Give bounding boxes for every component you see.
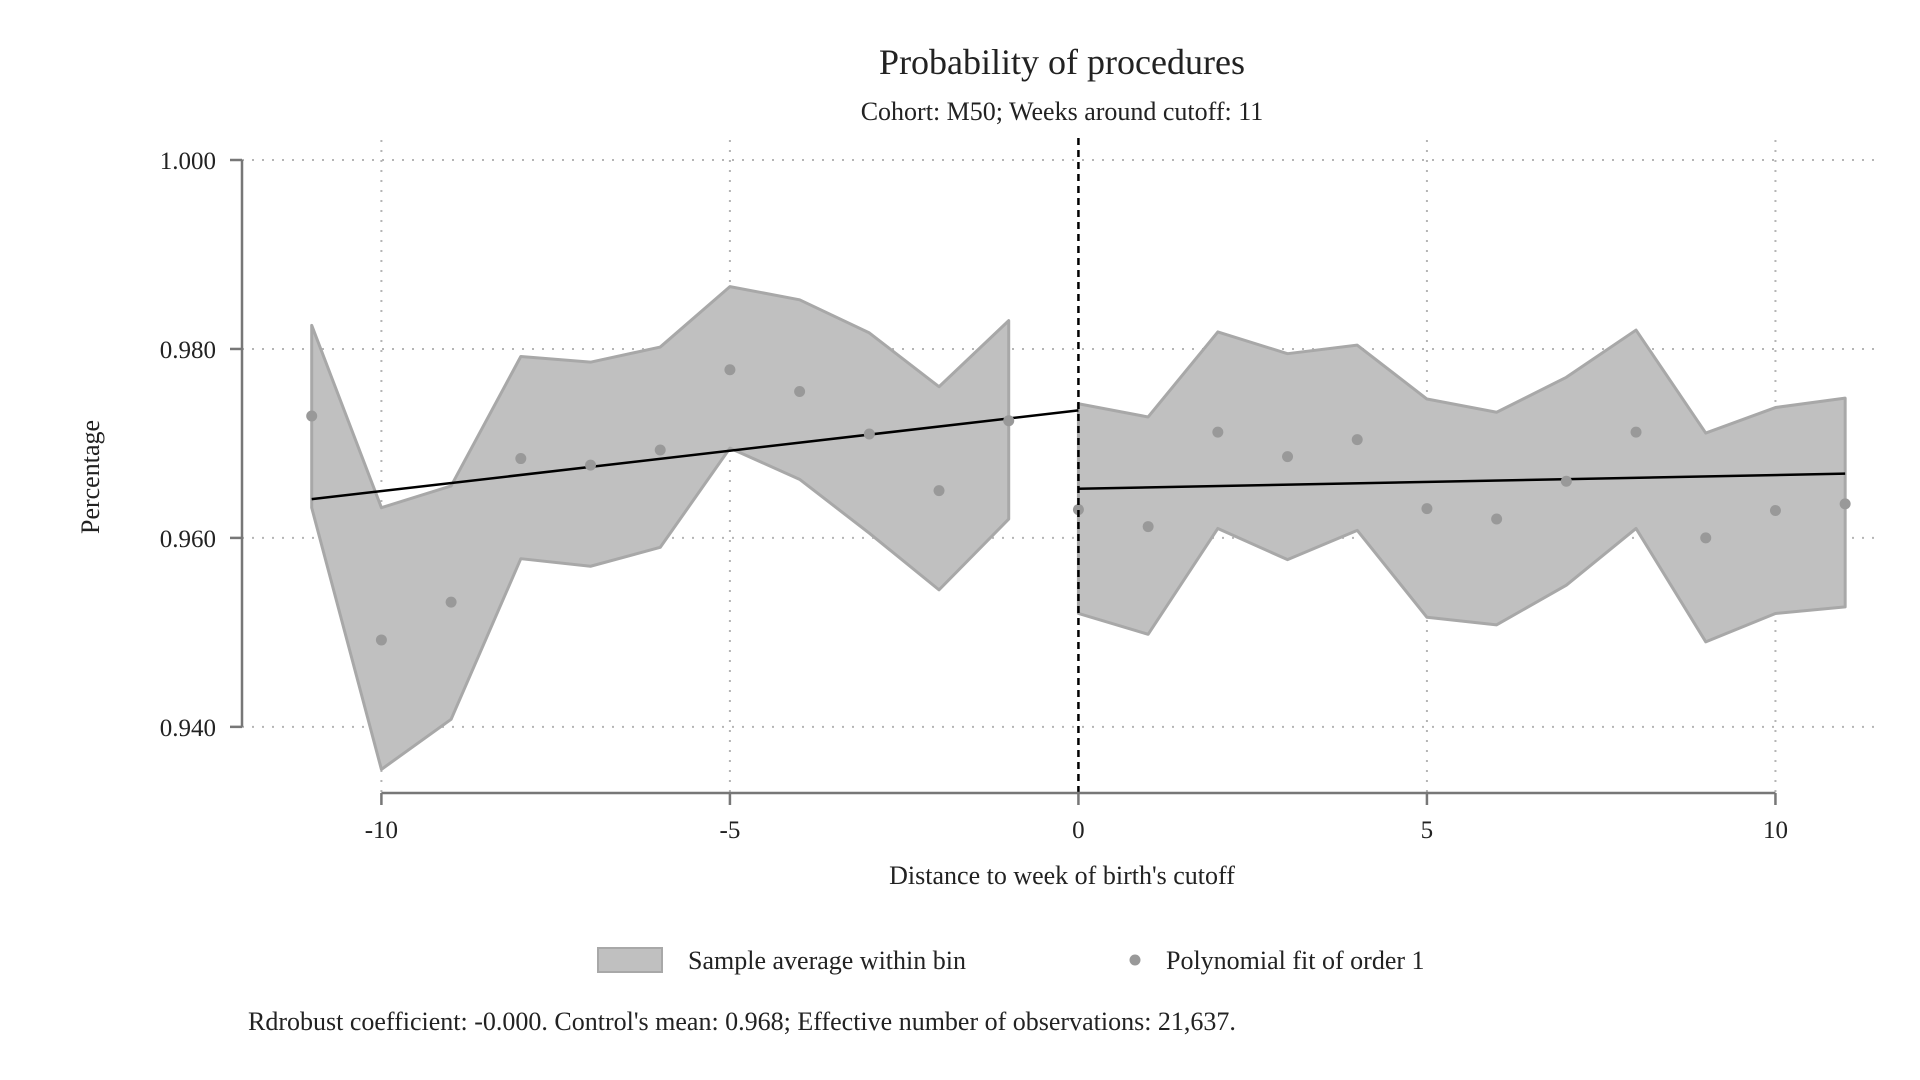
legend-label-area: Sample average within bin xyxy=(688,946,966,975)
x-axis-ticks: -10 -5 0 5 10 xyxy=(365,793,1788,844)
x-axis-label: Distance to week of birth's cutoff xyxy=(889,861,1235,890)
bin-point-left xyxy=(794,385,806,397)
bin-point-right xyxy=(1630,426,1642,438)
bin-point-right xyxy=(1769,505,1781,517)
bin-point-left xyxy=(585,459,597,471)
x-tick-label: -5 xyxy=(720,817,741,844)
bin-point-left xyxy=(515,453,527,465)
bin-point-right xyxy=(1700,532,1712,544)
bin-point-right xyxy=(1560,475,1572,487)
bin-point-right xyxy=(1142,521,1154,533)
bin-point-left xyxy=(724,364,736,376)
bin-point-right xyxy=(1072,504,1084,516)
footnote: Rdrobust coefficient: -0.000. Control's … xyxy=(248,1007,1236,1036)
y-tick-label: 0.960 xyxy=(160,526,216,553)
chart-title: Probability of procedures xyxy=(879,42,1245,82)
bin-point-left xyxy=(445,596,457,608)
chart-subtitle: Cohort: M50; Weeks around cutoff: 11 xyxy=(861,97,1264,126)
legend-swatch-dot xyxy=(1129,954,1141,966)
y-axis-label: Percentage xyxy=(76,420,105,534)
confidence-bands xyxy=(310,285,1847,771)
bin-point-left xyxy=(306,410,318,422)
x-tick-label: 10 xyxy=(1763,817,1788,844)
bin-point-left xyxy=(863,428,875,440)
legend: Sample average within bin Polynomial fit… xyxy=(597,946,1425,975)
fit-line-right xyxy=(1078,472,1846,491)
bin-points xyxy=(306,364,1851,646)
fit-line-left xyxy=(311,409,1079,501)
y-tick-label: 0.940 xyxy=(160,715,216,742)
y-tick-label: 0.980 xyxy=(160,337,216,364)
legend-swatch-area xyxy=(597,947,663,973)
bin-point-left xyxy=(933,485,945,497)
y-axis-ticks: 0.940 0.960 0.980 1.000 xyxy=(160,148,242,742)
bin-point-right xyxy=(1839,498,1851,510)
fit-lines xyxy=(311,409,1846,501)
band-right xyxy=(1076,328,1847,644)
bin-point-right xyxy=(1421,503,1433,515)
bin-point-left xyxy=(375,634,387,646)
bin-point-right xyxy=(1282,451,1294,463)
x-tick-label: 5 xyxy=(1421,817,1434,844)
bin-point-left xyxy=(1003,415,1015,427)
y-tick-label: 1.000 xyxy=(160,148,216,175)
x-tick-label: 0 xyxy=(1072,817,1085,844)
bin-point-right xyxy=(1212,426,1224,438)
bin-point-right xyxy=(1351,434,1363,446)
bin-point-right xyxy=(1491,513,1503,525)
x-tick-label: -10 xyxy=(365,817,398,844)
legend-label-dot: Polynomial fit of order 1 xyxy=(1166,946,1425,975)
bin-point-left xyxy=(654,444,666,456)
band-left xyxy=(310,285,1011,771)
